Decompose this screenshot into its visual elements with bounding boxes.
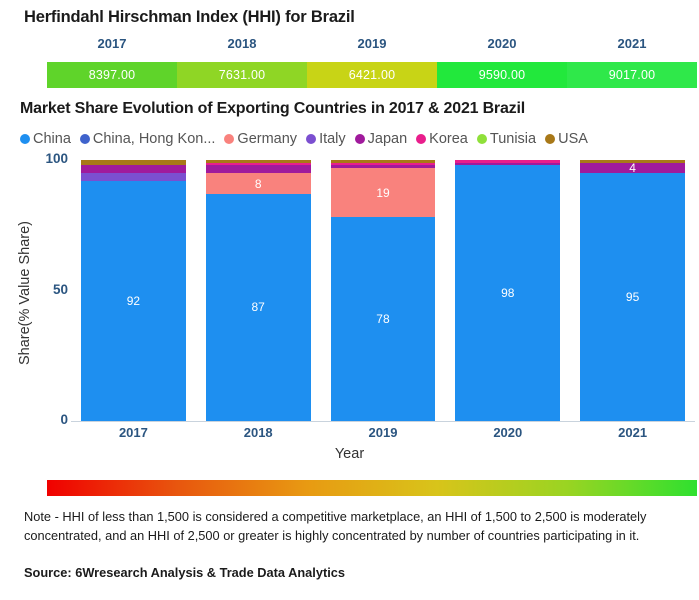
bar-segment[interactable]: 8 bbox=[205, 173, 311, 194]
hhi-value-label: 9590.00 bbox=[478, 68, 526, 82]
hhi-year-row: 2017 2018 2019 2020 2021 bbox=[47, 36, 697, 51]
legend-swatch-icon bbox=[20, 134, 30, 144]
legend-item[interactable]: Italy bbox=[306, 131, 346, 147]
bar-segment-label: 92 bbox=[126, 293, 141, 308]
y-axis-tick-label: 50 bbox=[52, 281, 68, 297]
hhi-year-label: 2019 bbox=[357, 36, 387, 51]
source-text: Source: 6Wresearch Analysis & Trade Data… bbox=[24, 565, 346, 580]
hhi-value-segment: 8397.00 bbox=[47, 62, 177, 88]
legend-item-label: China bbox=[33, 131, 71, 147]
legend-item-label: Germany bbox=[237, 131, 298, 147]
x-axis-line bbox=[71, 421, 695, 422]
bar-segment[interactable]: 19 bbox=[330, 167, 436, 218]
x-axis-tick-label: 2019 bbox=[368, 425, 398, 440]
bar-segment[interactable] bbox=[330, 162, 436, 166]
bar-segment[interactable] bbox=[205, 160, 311, 163]
hhi-value-label: 8397.00 bbox=[88, 68, 136, 82]
bar-segment[interactable] bbox=[81, 165, 186, 174]
stacked-bars: 92 8 87 19 78 98 4 95 bbox=[71, 160, 695, 421]
legend-swatch-icon bbox=[306, 134, 317, 144]
bar-segment[interactable] bbox=[205, 162, 311, 166]
legend-swatch-icon bbox=[476, 134, 487, 144]
hhi-year-label: 2018 bbox=[227, 36, 257, 51]
bar-segment-label: 19 bbox=[376, 185, 390, 200]
hhi-value-label: 9017.00 bbox=[608, 68, 656, 82]
hhi-value-label: 6421.00 bbox=[348, 68, 396, 82]
x-axis-tick-label: 2017 bbox=[118, 425, 148, 440]
bar-segment[interactable]: 87 bbox=[205, 193, 311, 421]
bar-column[interactable]: 8 87 bbox=[205, 160, 311, 421]
hhi-title: Herfindahl Hirschman Index (HHI) for Bra… bbox=[24, 8, 355, 26]
legend-item-label: China, Hong Kon... bbox=[92, 131, 216, 147]
bar-column[interactable]: 98 bbox=[455, 160, 561, 421]
legend-swatch-icon bbox=[416, 134, 427, 144]
legend-item[interactable]: Germany bbox=[224, 131, 297, 147]
x-axis-tick-label: 2020 bbox=[493, 425, 523, 440]
bar-segment[interactable]: 98 bbox=[455, 165, 561, 421]
hhi-value-bar: 8397.00 7631.00 6421.00 9590.00 9017.00 bbox=[47, 62, 697, 88]
bar-segment[interactable] bbox=[81, 160, 186, 166]
bar-segment-label: 4 bbox=[629, 162, 636, 174]
chart-legend: China China, Hong Kon... Germany Italy Japan… bbox=[20, 131, 692, 147]
bar-segment-label: 87 bbox=[251, 300, 265, 315]
bar-segment[interactable]: 92 bbox=[81, 180, 186, 421]
bar-segment-label: 95 bbox=[625, 290, 640, 305]
bar-segment[interactable] bbox=[205, 165, 311, 174]
x-axis-tick-labels: 2017 2018 2019 2020 2021 bbox=[71, 425, 695, 440]
bar-column[interactable]: 19 78 bbox=[330, 160, 436, 421]
hhi-value-segment: 9590.00 bbox=[437, 62, 567, 88]
legend-swatch-icon bbox=[545, 134, 556, 144]
bar-column[interactable]: 92 bbox=[81, 160, 186, 421]
bar-segment[interactable] bbox=[455, 162, 561, 166]
hhi-value-segment: 7631.00 bbox=[177, 62, 307, 88]
bar-segment[interactable] bbox=[330, 160, 436, 163]
legend-item[interactable]: China bbox=[20, 131, 71, 147]
y-axis-ticks: 0 50 100 bbox=[14, 151, 68, 460]
legend-item[interactable]: Korea bbox=[416, 131, 468, 147]
legend-item[interactable]: Tunisia bbox=[476, 131, 537, 147]
bar-segment-label: 8 bbox=[254, 176, 262, 191]
legend-swatch-icon bbox=[224, 134, 235, 144]
bar-segment[interactable] bbox=[81, 173, 186, 181]
y-axis-tick-label: 0 bbox=[60, 412, 68, 427]
hhi-year-label: 2021 bbox=[617, 36, 647, 51]
legend-item-label: Tunisia bbox=[489, 131, 537, 147]
bar-column[interactable]: 4 95 bbox=[580, 160, 685, 421]
x-axis-tick-label: 2018 bbox=[243, 425, 273, 440]
hhi-year-label: 2020 bbox=[487, 36, 517, 51]
y-axis-tick-label: 100 bbox=[45, 151, 68, 166]
bar-segment[interactable] bbox=[330, 165, 436, 168]
x-axis-title: Year bbox=[334, 446, 365, 462]
hhi-value-segment: 9017.00 bbox=[567, 62, 697, 88]
legend-item[interactable]: USA bbox=[545, 131, 588, 147]
legend-item-label: Japan bbox=[367, 131, 408, 147]
bar-segment[interactable] bbox=[455, 160, 561, 163]
chart-title: Market Share Evolution of Exporting Coun… bbox=[20, 100, 525, 117]
bar-segment[interactable]: 95 bbox=[580, 173, 685, 421]
legend-item[interactable]: China, Hong Kon... bbox=[79, 131, 216, 147]
bar-segment[interactable]: 78 bbox=[330, 217, 436, 421]
legend-item-label: USA bbox=[558, 131, 588, 147]
bar-segment[interactable] bbox=[580, 160, 685, 163]
hhi-value-label: 7631.00 bbox=[218, 68, 266, 82]
legend-item-label: Italy bbox=[319, 131, 346, 147]
note-text: Note - HHI of less than 1,500 is conside… bbox=[24, 509, 647, 543]
bar-segment[interactable]: 4 bbox=[580, 162, 685, 174]
concentration-scale-bar bbox=[47, 480, 697, 496]
hhi-value-segment: 6421.00 bbox=[307, 62, 437, 88]
chart-plot-area: Share(% Value Share) 0 50 100 92 8 87 19 78 98 4… bbox=[0, 151, 699, 462]
legend-item[interactable]: Japan bbox=[354, 131, 408, 147]
hhi-year-label: 2017 bbox=[97, 36, 127, 51]
legend-swatch-icon bbox=[79, 134, 90, 144]
x-axis-tick-label: 2021 bbox=[618, 425, 648, 440]
bar-segment-label: 78 bbox=[376, 312, 390, 327]
bar-segment-label: 98 bbox=[501, 286, 515, 301]
legend-swatch-icon bbox=[354, 134, 365, 144]
legend-item-label: Korea bbox=[429, 131, 468, 147]
